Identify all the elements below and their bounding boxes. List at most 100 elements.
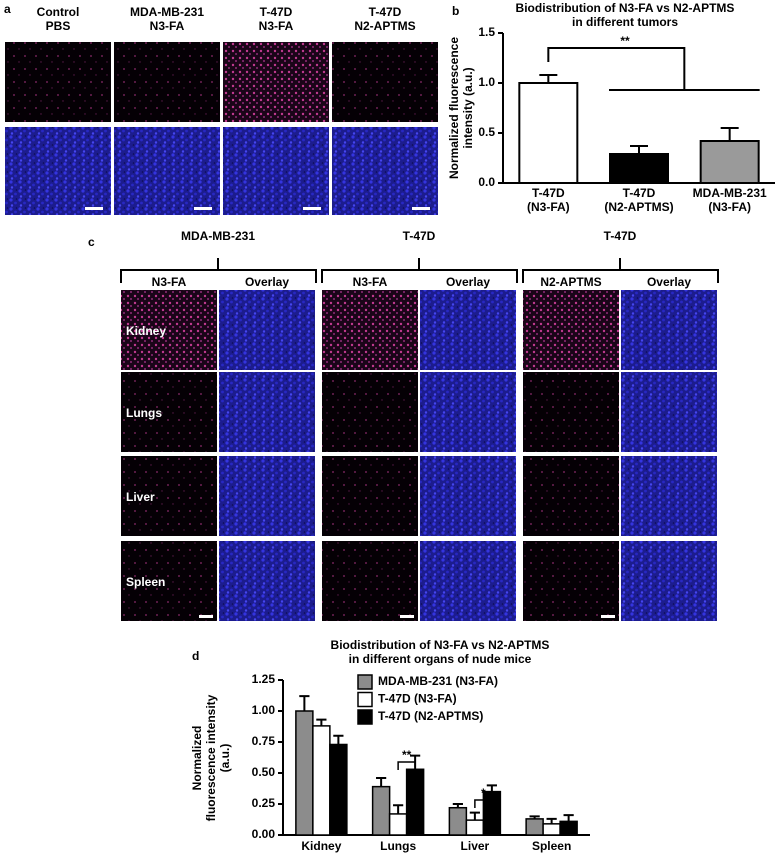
bracket [120,258,317,283]
bar [699,140,760,184]
bar [295,710,314,836]
y-tick-label: 0.75 [252,734,276,748]
error-bar [376,776,387,787]
bar [405,768,425,836]
bar [518,82,579,184]
y-tick-label: 0.50 [252,765,276,779]
scale-bar [601,615,615,618]
y-tick-label: 0.25 [252,796,276,810]
micrograph [420,372,516,452]
column-header: T-47D N3-FA [259,5,294,33]
column-header: MDA-MB-231 N3-FA [130,5,204,33]
micrograph [5,42,111,122]
legend-swatch [357,674,373,690]
micrograph [420,290,516,370]
y-tick-label: 1.5 [478,25,495,39]
chart-title: Biodistribution of N3-FA vs N2-APTMS in d… [516,1,735,29]
panel-label: d [192,649,199,663]
micrograph [420,456,516,536]
y-tick-label: 1.0 [478,75,495,89]
x-tick-label: Lungs [380,839,416,853]
bar [525,818,544,836]
bar [609,153,669,184]
x-tick-label: Liver [461,839,490,853]
group-title: T-47D [403,229,436,243]
bar [482,790,502,836]
micrograph [121,456,217,536]
scale-bar [303,207,321,210]
column-header: N3-FA [152,275,187,289]
micrograph [114,42,220,122]
micrograph [219,290,315,370]
error-bar [720,127,739,141]
micrograph [219,372,315,452]
micrograph [523,541,619,621]
significance-label: * [481,786,486,800]
micrograph [523,456,619,536]
legend-swatch [357,709,373,725]
row-label: Liver [126,490,155,504]
legend-label: T-47D (N3-FA) [378,692,457,706]
micrograph [523,372,619,452]
error-bar [529,815,540,819]
error-bar [539,74,558,83]
bar [371,785,391,836]
column-header: Control PBS [37,5,80,33]
bar [542,823,561,836]
micrograph [121,372,217,452]
error-bar [393,804,404,814]
y-axis-title: Normalizedfluorescence intensity(a.u.) [190,694,232,821]
group-title: MDA-MB-231 [181,229,255,243]
micrograph [322,541,418,621]
micrograph [332,127,438,215]
y-tick-label: 0.0 [478,175,495,189]
micrograph [219,456,315,536]
error-bar [486,784,497,792]
micrograph [621,290,717,370]
micrograph [223,42,329,122]
legend-label: MDA-MB-231 (N3-FA) [378,674,498,688]
micrograph [121,290,217,370]
micrograph [322,290,418,370]
scale-bar [199,615,213,618]
y-tick-label: 1.00 [252,703,276,717]
legend-label: T-47D (N2-APTMS) [378,709,483,723]
bar [465,819,485,836]
panel-label: c [88,235,95,249]
scale-bar [412,207,430,210]
error-bar [299,695,310,711]
significance-bracket [397,761,416,770]
row-label: Kidney [126,324,166,338]
scale-bar [85,207,103,210]
bar [448,806,468,836]
column-header: T-47D N2-APTMS [354,5,415,33]
bar [388,813,408,836]
legend-swatch [357,691,373,708]
bar [312,725,331,836]
row-label: Spleen [126,575,165,589]
micrograph [332,42,438,122]
micrograph [114,127,220,215]
x-tick-label: T-47D (N3-FA) [527,186,570,214]
micrograph [523,290,619,370]
micrograph [322,372,418,452]
column-header: Overlay [446,275,490,289]
bar [329,743,348,836]
significance-label: ** [620,34,630,48]
significance-bracket [547,47,760,91]
panel-label: b [452,4,459,18]
micrograph [621,456,717,536]
micrograph [223,127,329,215]
micrograph [5,127,111,215]
row-label: Lungs [126,406,162,420]
y-tick-label: 1.25 [252,672,276,686]
x-tick-label: Spleen [532,839,571,853]
x-tick-label: MDA-MB-231 (N3-FA) [693,186,767,214]
micrograph [219,541,315,621]
column-header: Overlay [245,275,289,289]
micrograph [621,541,717,621]
column-header: Overlay [647,275,691,289]
x-tick-label: T-47D (N2-APTMS) [604,186,673,214]
error-bar [316,718,327,726]
y-tick-label: 0.5 [478,125,495,139]
